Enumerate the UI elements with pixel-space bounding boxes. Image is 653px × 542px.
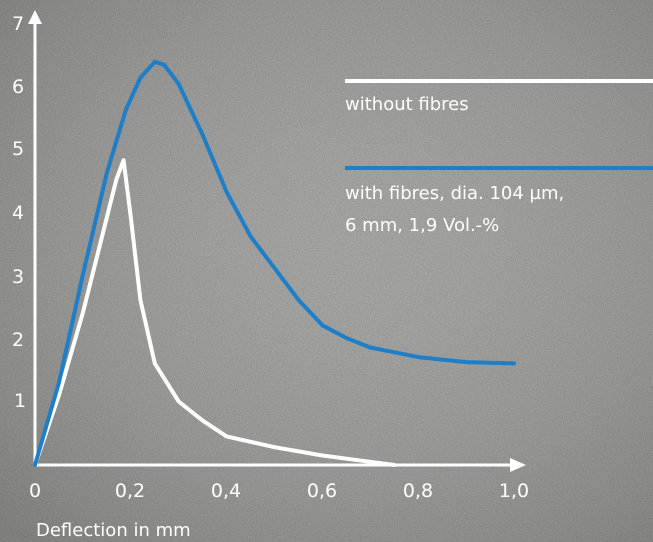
- x-tick-label: 0: [29, 480, 41, 502]
- series-line-with-fibres: [33, 59, 516, 467]
- y-axis-arrow: [28, 10, 42, 24]
- legend-label-with-fibres-line2: 6 mm, 1,9 Vol.-%: [345, 215, 499, 236]
- x-tick-label: 1,0: [499, 480, 529, 502]
- x-tick-label: 0,8: [403, 480, 433, 502]
- y-tick-label: 3: [12, 266, 24, 288]
- x-tick-label: 0,2: [115, 480, 145, 502]
- y-tick-label: 5: [12, 138, 24, 160]
- y-tick-label: 4: [12, 202, 24, 224]
- y-tick-label: 1: [14, 390, 26, 412]
- legend-label-without-fibres: without fibres: [345, 94, 469, 115]
- x-axis-arrow: [510, 458, 526, 472]
- x-axis-title: Deflection in mm: [36, 520, 191, 541]
- series-line-without-fibres: [33, 158, 397, 467]
- x-tick-label: 0,4: [211, 480, 241, 502]
- y-tick-label: 6: [12, 76, 24, 98]
- legend-label-with-fibres-line1: with fibres, dia. 104 µm,: [345, 183, 564, 204]
- y-tick-label: 2: [12, 329, 24, 351]
- y-tick-label: 7: [12, 13, 24, 35]
- x-tick-label: 0,6: [307, 480, 337, 502]
